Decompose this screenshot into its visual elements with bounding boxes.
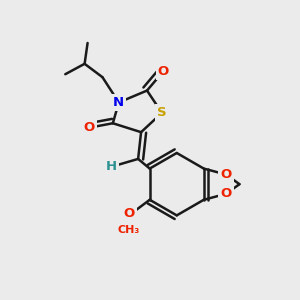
Text: S: S: [157, 106, 167, 119]
Text: O: O: [123, 207, 134, 220]
Text: O: O: [220, 168, 232, 181]
Text: H: H: [106, 160, 117, 173]
Text: O: O: [220, 187, 232, 200]
Text: O: O: [83, 121, 95, 134]
Text: O: O: [158, 65, 169, 78]
Text: CH₃: CH₃: [118, 224, 140, 235]
Text: N: N: [113, 96, 124, 109]
